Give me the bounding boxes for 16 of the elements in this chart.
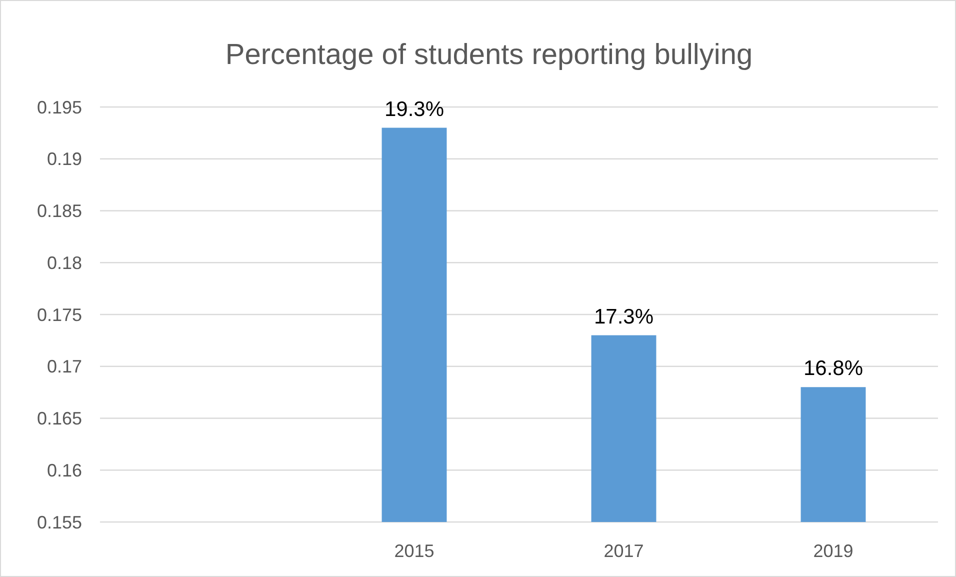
y-tick-label: 0.195 xyxy=(36,97,82,118)
y-tick-label: 0.175 xyxy=(36,304,82,325)
y-tick-label: 0.185 xyxy=(36,201,82,222)
y-tick-label: 0.155 xyxy=(36,512,82,532)
data-label: 16.8% xyxy=(803,357,864,380)
x-tick-label: 2019 xyxy=(813,541,854,561)
y-tick-label: 0.17 xyxy=(46,356,82,377)
y-tick-label: 0.18 xyxy=(46,252,82,273)
y-tick-label: 0.165 xyxy=(36,408,82,429)
x-tick-label: 2017 xyxy=(604,541,644,561)
chart-title: Percentage of students reporting bullying xyxy=(225,39,753,71)
y-tick-label: 0.19 xyxy=(46,149,82,170)
y-tick-label: 0.16 xyxy=(46,460,82,480)
data-label: 17.3% xyxy=(594,305,654,328)
x-tick-label: 2015 xyxy=(394,541,434,561)
data-label: 19.3% xyxy=(384,98,444,121)
